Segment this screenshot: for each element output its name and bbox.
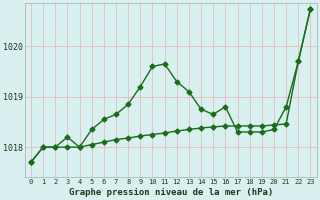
X-axis label: Graphe pression niveau de la mer (hPa): Graphe pression niveau de la mer (hPa)	[68, 188, 273, 197]
